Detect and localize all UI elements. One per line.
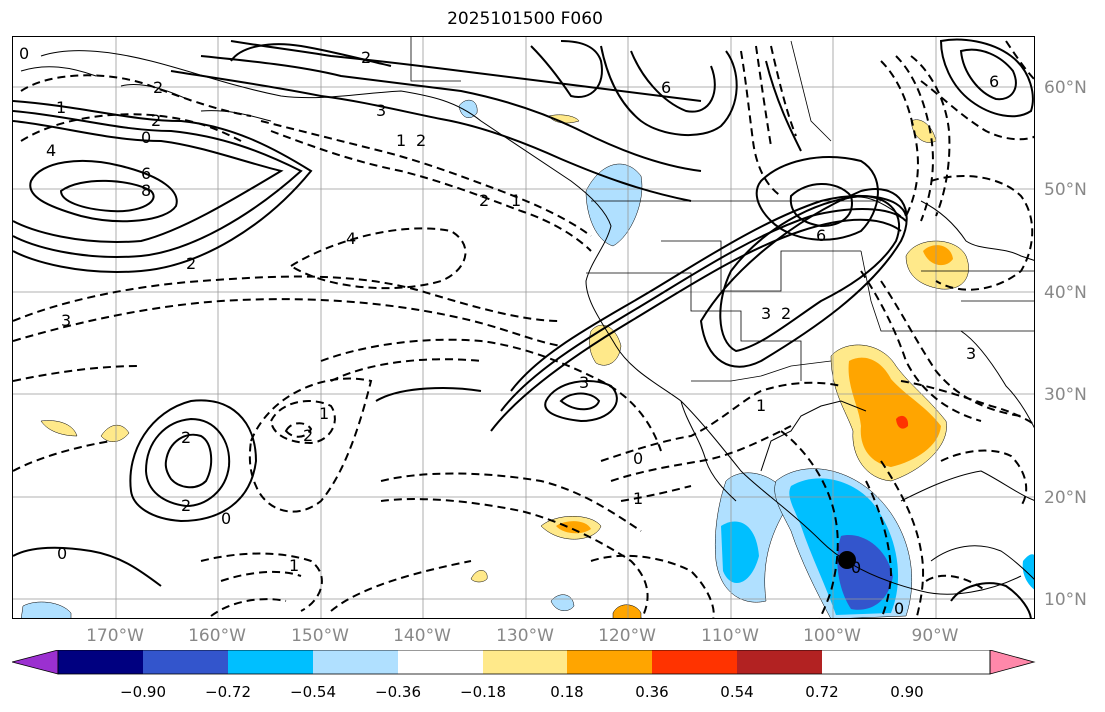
political-borders bbox=[410, 37, 1034, 382]
lon-label: 170°W bbox=[86, 626, 144, 646]
solid-contours bbox=[13, 38, 1034, 618]
contour-label: 0 bbox=[851, 558, 861, 577]
colorbar-tick-label: −0.54 bbox=[290, 683, 336, 701]
contour-label: 2 bbox=[186, 254, 196, 273]
lat-label: 20°N bbox=[1044, 488, 1087, 508]
contour-label: 0 bbox=[894, 599, 904, 618]
negative-shade bbox=[1022, 554, 1034, 590]
contour-label: 1 bbox=[756, 396, 766, 415]
colorbar-segment bbox=[228, 650, 313, 674]
contour-label: 0 bbox=[221, 509, 231, 528]
map-plot: 0 2 3 6 1 2 4 6 8 0 1 2 2 4 3 2 1 2 3 6 … bbox=[13, 37, 1034, 618]
lon-label: 160°W bbox=[188, 626, 246, 646]
colorbar-segment bbox=[58, 650, 143, 674]
negative-shade bbox=[458, 99, 478, 118]
contour-label: 0 bbox=[633, 449, 643, 468]
contour-label: 4 bbox=[46, 141, 56, 160]
contour-label: 2 bbox=[416, 131, 426, 150]
positive-shade bbox=[848, 357, 941, 467]
storm-center-marker bbox=[838, 551, 856, 569]
lat-label: 40°N bbox=[1044, 283, 1087, 303]
positive-shade bbox=[100, 424, 130, 442]
colorbar-segment bbox=[313, 650, 398, 674]
contour-label: 2 bbox=[181, 496, 191, 515]
negative-shade bbox=[550, 594, 575, 611]
contour-label: 2 bbox=[303, 426, 313, 445]
lat-label: 10°N bbox=[1044, 590, 1087, 610]
lat-label: 50°N bbox=[1044, 180, 1087, 200]
lon-label: 130°W bbox=[496, 626, 554, 646]
negative-shade bbox=[601, 190, 623, 216]
lon-label: 100°W bbox=[803, 626, 861, 646]
graticule bbox=[13, 37, 1034, 618]
contour-label: 3 bbox=[61, 311, 71, 330]
contour-label: 6 bbox=[816, 226, 826, 245]
contour-label: 6 bbox=[989, 72, 999, 91]
colorbar-tick-label: −0.36 bbox=[375, 683, 421, 701]
contour-label: 2 bbox=[153, 78, 163, 97]
contour-label: 2 bbox=[479, 191, 489, 210]
lon-label: 110°W bbox=[701, 626, 759, 646]
negative-shade bbox=[721, 521, 759, 583]
contour-label: 3 bbox=[579, 373, 589, 392]
contour-label: 2 bbox=[361, 48, 371, 67]
colorbar-tick-label: −0.72 bbox=[205, 683, 251, 701]
contour-label: 0 bbox=[57, 544, 67, 563]
positive-shade bbox=[556, 521, 591, 534]
positive-shade bbox=[612, 604, 642, 618]
shaded-anomaly-layer bbox=[21, 99, 1034, 618]
contour-label: 1 bbox=[56, 98, 66, 117]
positive-shade bbox=[896, 415, 909, 429]
dashed-contours bbox=[13, 40, 1034, 618]
contour-label: 3 bbox=[966, 344, 976, 363]
positive-shade bbox=[923, 245, 953, 266]
contour-label: 1 bbox=[633, 489, 643, 508]
contour-label: 1 bbox=[319, 404, 329, 423]
colorbar-tick-label: −0.18 bbox=[460, 683, 506, 701]
lon-label: 90°W bbox=[911, 626, 959, 646]
lon-label: 140°W bbox=[393, 626, 451, 646]
contour-label-layer: 0 2 3 6 1 2 4 6 8 0 1 2 2 4 3 2 1 2 3 6 … bbox=[19, 44, 999, 618]
lat-label: 60°N bbox=[1044, 78, 1087, 98]
colorbar-segment bbox=[398, 650, 483, 674]
contour-label: 6 bbox=[661, 78, 671, 97]
colorbar-tick-label: 0.54 bbox=[720, 683, 754, 701]
positive-shade bbox=[905, 240, 969, 290]
contour-label: 2 bbox=[181, 428, 191, 447]
contour-label: 4 bbox=[346, 229, 356, 248]
positive-shade bbox=[40, 420, 78, 437]
contour-label: 8 bbox=[141, 181, 151, 200]
contour-label: 2 bbox=[151, 111, 161, 130]
lon-label: 150°W bbox=[291, 626, 349, 646]
colorbar-segment bbox=[652, 650, 737, 674]
positive-shade bbox=[470, 570, 488, 583]
contour-label: 3 bbox=[761, 304, 771, 323]
contour-label: 3 bbox=[376, 101, 386, 120]
contour-label: 6 bbox=[141, 164, 151, 183]
colorbar-tick-label: 0.72 bbox=[805, 683, 839, 701]
contour-label: 1 bbox=[396, 131, 406, 150]
colorbar-extend-low bbox=[12, 650, 59, 675]
colorbar bbox=[12, 650, 1036, 675]
colorbar-tick-label: 0.18 bbox=[550, 683, 584, 701]
colorbar-tick-label: 0.36 bbox=[635, 683, 669, 701]
colorbar-segment bbox=[483, 650, 567, 674]
map-panel: 0 2 3 6 1 2 4 6 8 0 1 2 2 4 3 2 1 2 3 6 … bbox=[12, 36, 1035, 619]
lat-label: 30°N bbox=[1044, 385, 1087, 405]
negative-shade bbox=[21, 601, 72, 618]
contour-label: 2 bbox=[781, 304, 791, 323]
contour-label: 1 bbox=[511, 191, 521, 210]
contour-label: 0 bbox=[19, 44, 29, 63]
contour-label: 1 bbox=[289, 556, 299, 575]
lon-label: 120°W bbox=[598, 626, 656, 646]
contour-label: 0 bbox=[141, 128, 151, 147]
positive-shade bbox=[548, 114, 580, 124]
colorbar-tick-label: 0.90 bbox=[890, 683, 924, 701]
colorbar-segment bbox=[737, 650, 822, 674]
colorbar-segment bbox=[143, 650, 228, 674]
colorbar-extend-high bbox=[989, 650, 1036, 675]
colorbar-segment bbox=[567, 650, 652, 674]
map-title: 2025101500 F060 bbox=[447, 9, 603, 29]
colorbar-tick-label: −0.90 bbox=[120, 683, 166, 701]
